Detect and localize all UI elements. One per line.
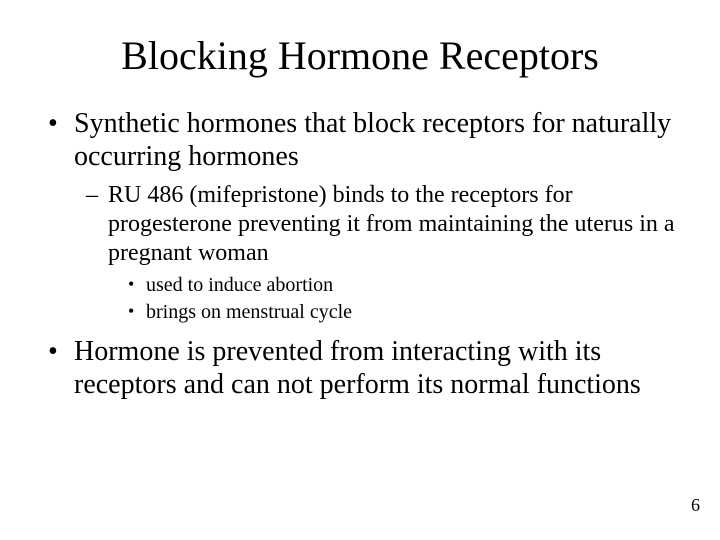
bullet-list-level3: used to induce abortion brings on menstr… [128, 273, 680, 325]
slide: Blocking Hormone Receptors Synthetic hor… [0, 0, 720, 540]
bullet-text: Hormone is prevented from interacting wi… [74, 336, 641, 400]
bullet-text: used to induce abortion [146, 274, 333, 296]
bullet-text: Synthetic hormones that block receptors … [74, 108, 671, 172]
bullet-list-level2: RU 486 (mifepristone) binds to the recep… [86, 181, 680, 325]
bullet-list-level1: Synthetic hormones that block receptors … [48, 107, 680, 402]
bullet-item: Synthetic hormones that block receptors … [48, 107, 680, 325]
bullet-item: RU 486 (mifepristone) binds to the recep… [86, 181, 680, 325]
bullet-text: RU 486 (mifepristone) binds to the recep… [108, 182, 675, 266]
slide-title: Blocking Hormone Receptors [40, 32, 680, 79]
bullet-item: brings on menstrual cycle [128, 300, 680, 325]
page-number: 6 [691, 495, 700, 516]
bullet-item: used to induce abortion [128, 273, 680, 298]
bullet-item: Hormone is prevented from interacting wi… [48, 335, 680, 401]
bullet-text: brings on menstrual cycle [146, 301, 352, 323]
